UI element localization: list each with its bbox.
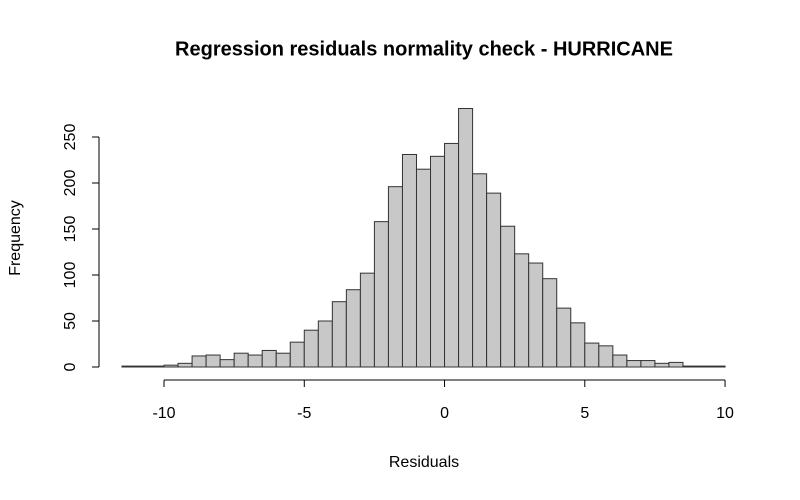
- x-tick-label: 0: [440, 405, 449, 422]
- y-tick-label: 100: [62, 262, 79, 289]
- y-tick-label: 50: [62, 312, 79, 330]
- bar: [444, 142, 460, 368]
- bar: [387, 186, 403, 368]
- bar: [331, 301, 347, 368]
- bar: [542, 278, 558, 368]
- bar: [205, 354, 221, 368]
- y-tick-label: 0: [62, 362, 79, 371]
- bar: [668, 361, 684, 368]
- bar: [472, 173, 488, 368]
- bar: [373, 221, 389, 368]
- bar: [458, 107, 474, 368]
- x-tick-label: 10: [716, 405, 734, 422]
- bar: [261, 349, 277, 368]
- bar: [177, 362, 193, 368]
- y-tick-label: 200: [62, 170, 79, 197]
- bar: [500, 225, 516, 368]
- bar: [163, 364, 179, 368]
- bar: [359, 272, 375, 368]
- y-axis-label: Frequency: [7, 200, 24, 276]
- bar: [528, 262, 544, 368]
- bar: [556, 307, 572, 368]
- bar: [219, 359, 235, 368]
- bar: [486, 192, 502, 368]
- x-tick-label: -10: [152, 405, 175, 422]
- bar: [570, 322, 586, 368]
- x-tick-label: -5: [297, 405, 311, 422]
- x-tick-label: 5: [580, 405, 589, 422]
- bar: [430, 155, 446, 368]
- bar: [598, 345, 614, 368]
- bar: [191, 355, 207, 368]
- bar: [121, 365, 137, 368]
- bar: [401, 153, 417, 368]
- bar: [584, 342, 600, 368]
- bar: [149, 365, 165, 368]
- bar: [415, 168, 432, 368]
- bar: [289, 341, 305, 368]
- bar: [696, 365, 712, 368]
- bar: [654, 362, 670, 368]
- chart-title: Regression residuals normality check - H…: [175, 38, 673, 60]
- bar: [514, 253, 530, 368]
- bar: [303, 329, 319, 368]
- x-axis-label: Residuals: [389, 454, 459, 471]
- bar: [135, 365, 151, 368]
- bar: [317, 320, 333, 368]
- y-tick-label: 150: [62, 216, 79, 243]
- bar: [640, 360, 656, 368]
- bar: [247, 354, 263, 368]
- bar: [345, 289, 361, 368]
- bar: [626, 360, 642, 368]
- y-tick-label: 250: [62, 124, 79, 151]
- bar: [233, 352, 249, 368]
- bar: [612, 354, 628, 368]
- bar: [275, 352, 291, 368]
- bar: [682, 365, 698, 368]
- bar: [710, 365, 726, 368]
